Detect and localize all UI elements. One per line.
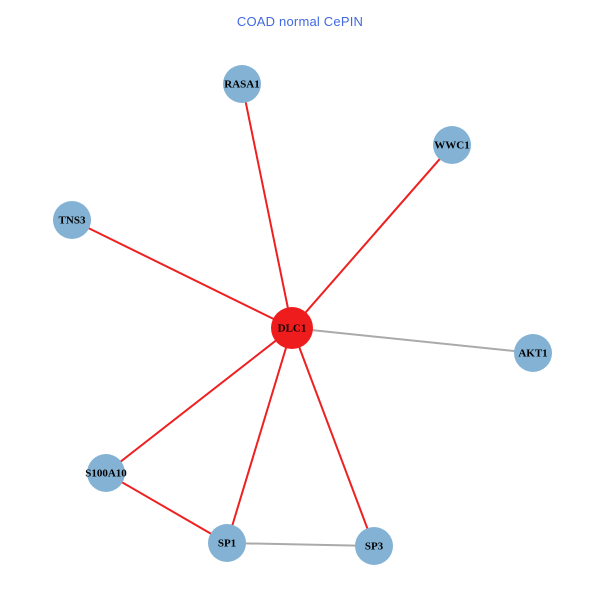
graph-edge[interactable]	[310, 328, 517, 353]
node-label: RASA1	[224, 79, 259, 91]
graph-node-rasa1[interactable]: RASA1	[223, 65, 261, 103]
graph-node-s100a10[interactable]: S100A10	[85, 454, 127, 492]
graph-node-akt1[interactable]: AKT1	[514, 334, 552, 372]
node-label: TNS3	[59, 215, 86, 227]
edge-layer	[86, 100, 517, 547]
graph-edge[interactable]	[118, 338, 278, 464]
node-label: WWC1	[434, 140, 469, 152]
node-circle[interactable]	[223, 65, 261, 103]
node-label: SP3	[365, 541, 384, 553]
graph-edge[interactable]	[244, 100, 290, 310]
node-circle[interactable]	[87, 454, 125, 492]
graph-edge[interactable]	[303, 157, 442, 315]
node-label: S100A10	[85, 468, 127, 480]
node-label: SP1	[218, 538, 236, 550]
graph-edge[interactable]	[230, 345, 288, 528]
node-circle[interactable]	[355, 527, 393, 565]
graph-edge[interactable]	[297, 345, 369, 531]
graph-node-sp3[interactable]: SP3	[355, 527, 393, 565]
node-circle[interactable]	[514, 334, 552, 372]
node-label: DLC1	[278, 323, 307, 335]
node-circle[interactable]	[53, 201, 91, 239]
page-title: COAD normal CePIN	[236, 14, 364, 29]
node-circle[interactable]	[208, 524, 246, 562]
graph-edge[interactable]	[86, 226, 276, 321]
graph-node-tns3[interactable]: TNS3	[53, 201, 91, 239]
node-label: AKT1	[518, 348, 547, 360]
node-circle[interactable]	[433, 126, 471, 164]
node-layer: DLC1 RASA1 WWC1 TNS3 AKT1 S100A10 SP1 SP3	[53, 65, 552, 565]
graph-edge[interactable]	[243, 542, 358, 547]
graph-node-wwc1[interactable]: WWC1	[433, 126, 471, 164]
graph-node-dlc1[interactable]: DLC1	[271, 307, 313, 349]
node-circle[interactable]	[271, 307, 313, 349]
graph-node-sp1[interactable]: SP1	[208, 524, 246, 562]
graph-edge[interactable]	[120, 480, 213, 536]
